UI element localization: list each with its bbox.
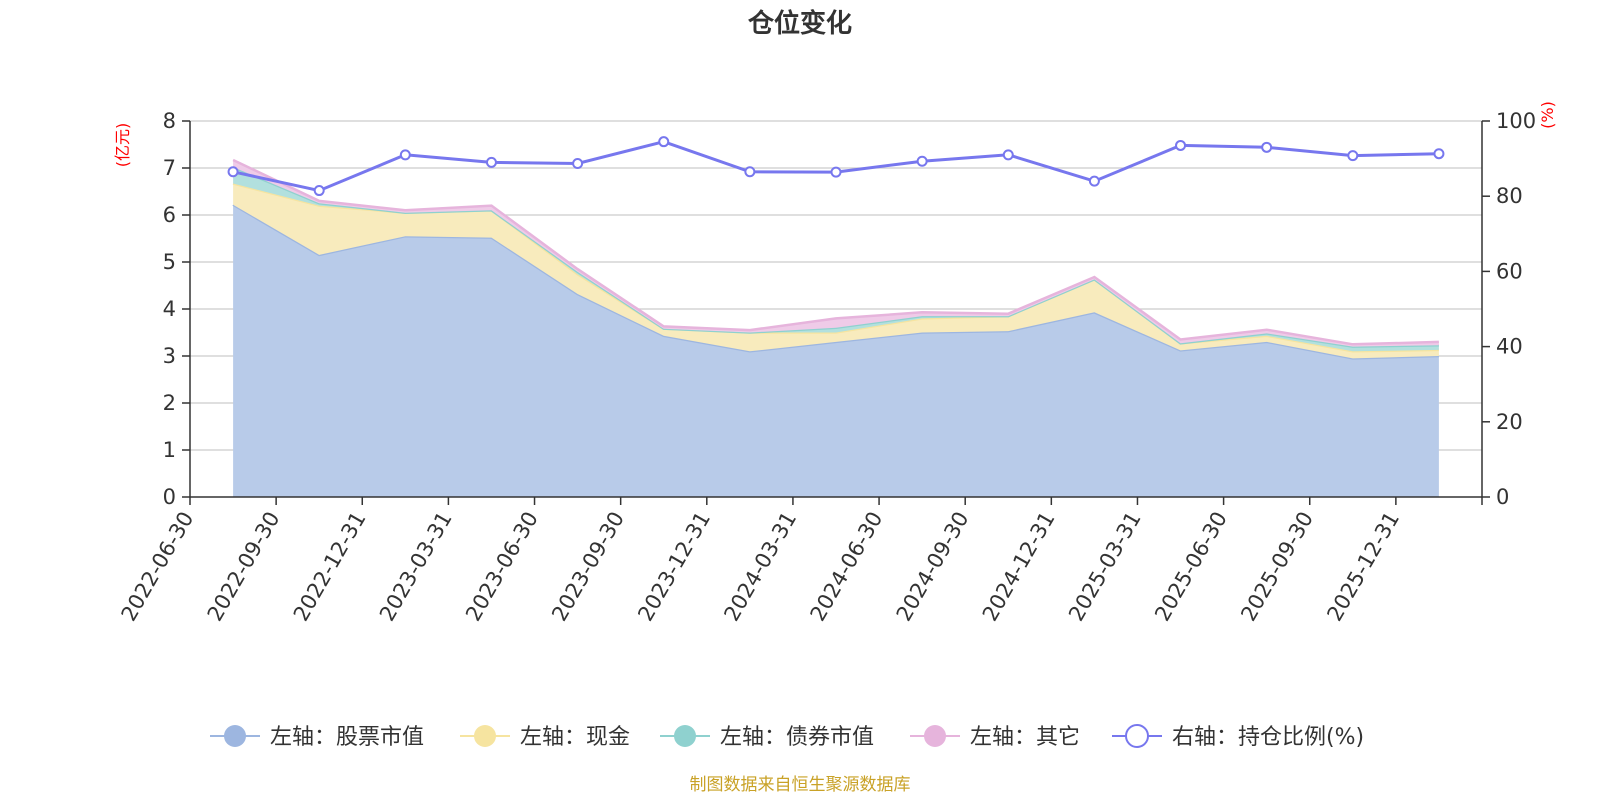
legend-label: 左轴：其它 [970, 725, 1080, 750]
x-tick-label: 2024-09-30 [892, 508, 974, 626]
ratio-point [1088, 175, 1100, 187]
left-axis-unit: (亿元) [113, 123, 132, 168]
ratio-point [1002, 149, 1014, 161]
left-tick-label: 4 [163, 297, 176, 321]
ratio-point [830, 166, 842, 178]
x-tick-label: 2023-09-30 [547, 508, 629, 626]
legend-item-4: 右轴：持仓比例(%) [1112, 724, 1364, 750]
left-tick-label: 7 [163, 156, 176, 180]
left-tick-label: 1 [163, 438, 176, 462]
left-tick-label: 5 [163, 250, 176, 274]
legend-item-3: 左轴：其它 [910, 725, 1080, 750]
ratio-point [916, 155, 928, 167]
ratio-line [232, 140, 1439, 193]
x-tick-label: 2024-12-31 [978, 508, 1060, 626]
area-series-1 [233, 183, 1439, 359]
right-tick-label: 20 [1496, 410, 1523, 434]
x-tick-label: 2023-03-31 [375, 508, 457, 626]
x-tick-label: 2025-09-30 [1236, 508, 1318, 626]
left-tick-label: 2 [163, 391, 176, 415]
stacked-areas [232, 158, 1439, 497]
x-tick-label: 2025-03-31 [1064, 508, 1146, 626]
right-tick-label: 60 [1496, 259, 1523, 283]
left-tick-label: 0 [163, 485, 176, 509]
x-tick-label: 2025-12-31 [1322, 508, 1404, 626]
right-tick-label: 40 [1496, 335, 1523, 359]
ratio-line-layer [227, 136, 1445, 197]
legend-item-0: 左轴：股票市值 [210, 725, 424, 750]
legend-item-1: 左轴：现金 [460, 725, 630, 750]
right-axis-unit: (%) [1538, 101, 1557, 129]
legend-label: 左轴：现金 [520, 725, 630, 750]
x-tick-label: 2023-06-30 [461, 508, 543, 626]
left-tick-label: 3 [163, 344, 176, 368]
x-tick-label: 2023-12-31 [633, 508, 715, 626]
x-tick-label: 2024-03-31 [719, 508, 801, 626]
legend-marker [1125, 724, 1149, 748]
left-tick-label: 8 [163, 109, 176, 133]
ratio-point [1433, 148, 1445, 160]
right-tick-label: 80 [1496, 184, 1523, 208]
ratio-point [399, 149, 411, 161]
legend-marker [674, 725, 696, 747]
legend-item-2: 左轴：债券市值 [660, 725, 874, 750]
ratio-point [1347, 150, 1359, 162]
legend-label: 左轴：债券市值 [720, 725, 874, 750]
x-tick-label: 2022-06-30 [117, 508, 199, 626]
ratio-point [227, 166, 239, 178]
legend-marker [474, 725, 496, 747]
legend-label: 右轴：持仓比例(%) [1172, 725, 1364, 750]
ratio-point [658, 136, 670, 148]
ratio-point [1261, 141, 1273, 153]
legend: 左轴：股票市值 左轴：现金 左轴：债券市值 左轴：其它 右轴：持仓比例(%) [210, 724, 1364, 750]
ratio-point [744, 166, 756, 178]
area-edge-series-3 [232, 158, 1439, 346]
area-series-0 [233, 204, 1439, 497]
legend-marker [924, 725, 946, 747]
left-tick-label: 6 [163, 203, 176, 227]
right-tick-label: 100 [1496, 109, 1536, 133]
ratio-point [572, 157, 584, 169]
ratio-point [485, 156, 497, 168]
x-tick-label: 2022-12-31 [289, 508, 371, 626]
x-tick-label: 2022-09-30 [203, 508, 285, 626]
legend-label: 左轴：股票市值 [270, 725, 424, 750]
chart-title: 仓位变化 [747, 8, 852, 39]
x-tick-label: 2024-06-30 [806, 508, 888, 626]
ratio-point [313, 185, 325, 197]
source-note: 制图数据来自恒生聚源数据库 [690, 775, 911, 795]
x-tick-label: 2025-06-30 [1150, 508, 1232, 626]
legend-marker [224, 725, 246, 747]
ratio-point [1175, 139, 1187, 151]
right-tick-label: 0 [1496, 485, 1509, 509]
